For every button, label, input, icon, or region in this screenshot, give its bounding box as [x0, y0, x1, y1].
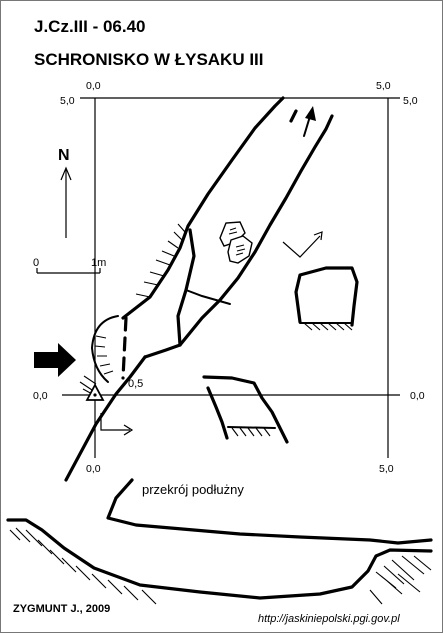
- cave-name: SCHRONISKO W ŁYSAKU III: [34, 50, 264, 69]
- wall-hatching: [79, 223, 186, 396]
- cross-section-1-outline: [294, 266, 359, 327]
- survey-station-point: [93, 393, 97, 397]
- scale-start: 0: [33, 257, 39, 269]
- grid-label-bottom-right: 5,0: [379, 463, 394, 475]
- cross-section-2-wall: [206, 386, 229, 440]
- wall-left-top-fragment: [289, 109, 298, 123]
- source-url[interactable]: http://jaskiniepolski.pgi.gov.pl: [258, 613, 400, 625]
- section-roof: [106, 478, 433, 545]
- cross-section-2: [202, 375, 289, 444]
- grid-label-right-top: 5,0: [403, 95, 418, 107]
- grid-label-left-mid: 0,0: [33, 390, 48, 402]
- survey-code: J.Cz.III - 06.40: [34, 17, 146, 36]
- wall-left-main: [121, 96, 285, 320]
- scale-end: 1m: [91, 257, 106, 269]
- grid-label-top-right: 5,0: [376, 80, 391, 92]
- scale-bar: 0 1m: [33, 257, 106, 274]
- rock-block-1: [219, 221, 246, 247]
- cross-section-2-roof: [202, 375, 289, 444]
- wall-ledge: [185, 289, 231, 305]
- section-marker-1: [100, 413, 134, 436]
- grid-label-right-mid: 0,0: [410, 390, 425, 402]
- cross-section-2-floor: [227, 426, 276, 429]
- north-arrow: N: [58, 147, 72, 238]
- entrance-arc: [90, 315, 119, 383]
- cross-section-1: [294, 266, 359, 331]
- wall-left-lower: [64, 355, 147, 482]
- north-label: N: [58, 147, 70, 164]
- grid-label-left-top: 5,0: [60, 95, 75, 107]
- cave-walls: [64, 96, 334, 482]
- survey-station-triangle: [85, 383, 105, 401]
- grid-label-bottom-left: 0,0: [86, 463, 101, 475]
- north-arrow-head: [60, 166, 72, 181]
- section-marker-2: [282, 231, 323, 258]
- entrance-depth-label: 0,5: [128, 378, 143, 390]
- entrance-arrow: [34, 343, 76, 377]
- author-credit: ZYGMUNT J., 2009: [13, 603, 110, 615]
- longitudinal-section: [6, 478, 433, 605]
- longitudinal-section-label: przekrój podłużny: [142, 482, 244, 497]
- rock-block-2: [227, 235, 253, 264]
- rock-blocks: [219, 221, 253, 264]
- section-floor: [6, 518, 433, 600]
- survey-grid: [62, 97, 400, 458]
- grid-label-top-left: 0,0: [86, 80, 101, 92]
- continuation-arrow-head: [305, 106, 316, 121]
- drip-line: [121, 316, 128, 380]
